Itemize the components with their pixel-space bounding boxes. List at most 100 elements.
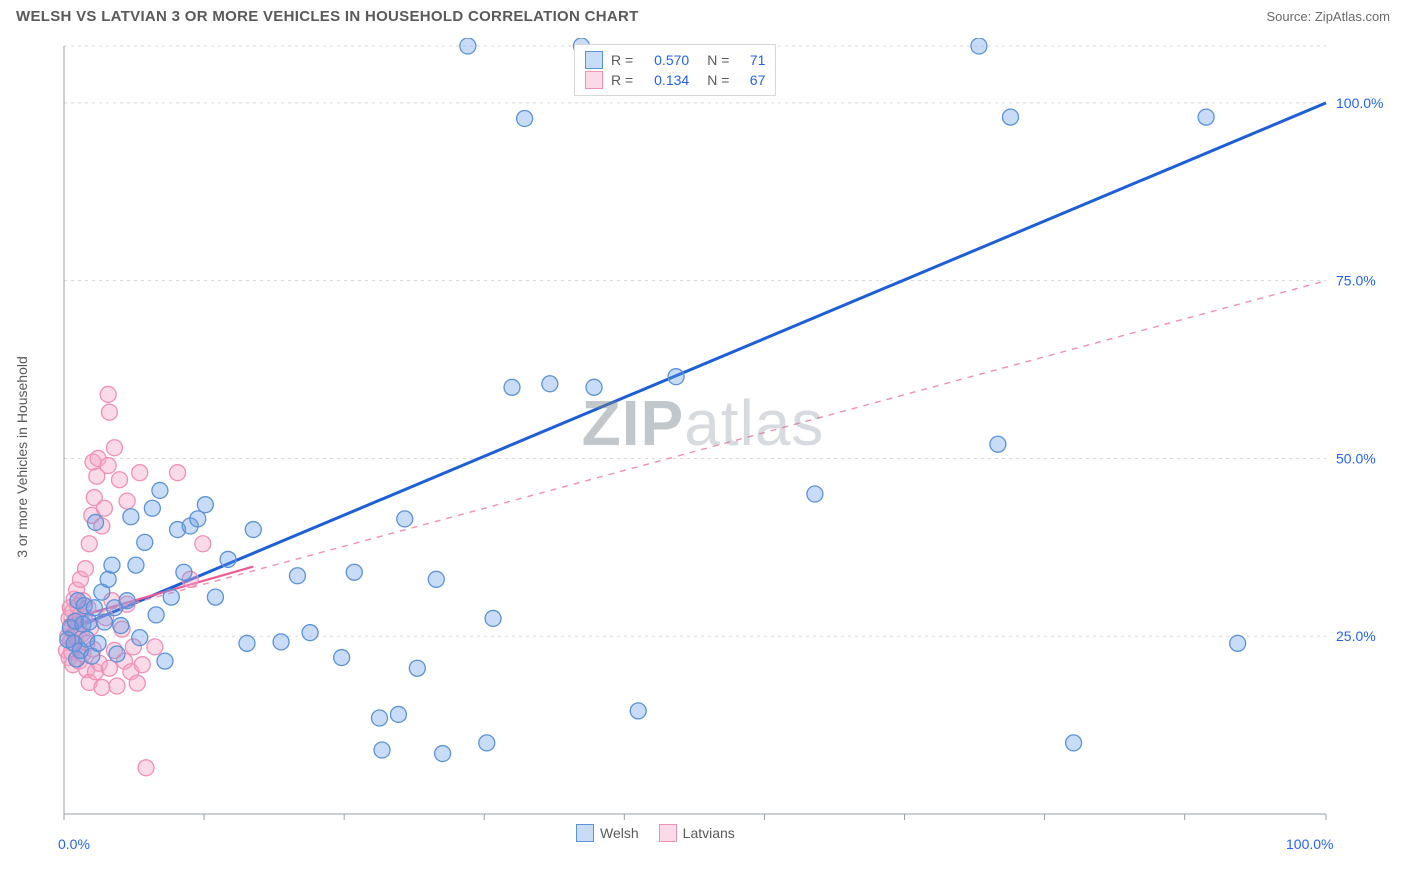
data-point-welsh <box>1198 109 1214 125</box>
legend-n-label: N = <box>707 72 729 88</box>
legend-stat-row: R = 0.134 N = 67 <box>585 70 765 90</box>
trend-line-latvians <box>64 281 1326 622</box>
y-tick-label: 75.0% <box>1336 273 1376 289</box>
data-point-welsh <box>137 534 153 550</box>
data-point-latvians <box>129 675 145 691</box>
data-point-welsh <box>390 706 406 722</box>
data-point-latvians <box>94 679 110 695</box>
legend-n-label: N = <box>707 52 729 68</box>
data-point-welsh <box>273 634 289 650</box>
data-point-welsh <box>346 564 362 580</box>
data-point-welsh <box>372 710 388 726</box>
data-point-welsh <box>245 522 261 538</box>
data-point-latvians <box>195 536 211 552</box>
y-tick-label: 100.0% <box>1336 95 1383 111</box>
chart-area: 3 or more Vehicles in Household 25.0% 50.… <box>16 38 1390 876</box>
data-point-welsh <box>807 486 823 502</box>
legend-n-value: 71 <box>737 52 765 68</box>
data-point-welsh <box>88 514 104 530</box>
legend-swatch <box>585 51 603 69</box>
legend-series-item: Latvians <box>659 824 735 842</box>
data-point-latvians <box>100 458 116 474</box>
y-tick-label: 50.0% <box>1336 450 1376 466</box>
data-point-latvians <box>112 472 128 488</box>
trend-line-welsh <box>64 103 1326 633</box>
chart-source: Source: ZipAtlas.com <box>1266 9 1390 24</box>
data-point-welsh <box>504 379 520 395</box>
y-axis-label: 3 or more Vehicles in Household <box>14 356 30 558</box>
data-point-latvians <box>119 493 135 509</box>
data-point-latvians <box>77 561 93 577</box>
data-point-welsh <box>163 589 179 605</box>
legend-series-label: Welsh <box>600 825 639 841</box>
data-point-welsh <box>207 589 223 605</box>
legend-n-value: 67 <box>737 72 765 88</box>
data-point-welsh <box>239 635 255 651</box>
data-point-latvians <box>132 465 148 481</box>
data-point-welsh <box>542 376 558 392</box>
data-point-welsh <box>409 660 425 676</box>
chart-header: WELSH VS LATVIAN 3 OR MORE VEHICLES IN H… <box>0 0 1406 29</box>
legend-r-label: R = <box>611 52 633 68</box>
data-point-latvians <box>101 404 117 420</box>
data-point-latvians <box>106 440 122 456</box>
data-point-welsh <box>100 571 116 587</box>
data-point-welsh <box>148 607 164 623</box>
data-point-welsh <box>397 511 413 527</box>
data-point-welsh <box>990 436 1006 452</box>
data-point-welsh <box>119 593 135 609</box>
data-point-welsh <box>460 38 476 54</box>
data-point-welsh <box>113 618 129 634</box>
data-point-welsh <box>428 571 444 587</box>
legend-series-label: Latvians <box>683 825 735 841</box>
data-point-latvians <box>96 500 112 516</box>
data-point-welsh <box>104 557 120 573</box>
data-point-latvians <box>138 760 154 776</box>
legend-r-value: 0.134 <box>641 72 689 88</box>
y-tick-label: 25.0% <box>1336 628 1376 644</box>
data-point-latvians <box>101 660 117 676</box>
legend-r-label: R = <box>611 72 633 88</box>
data-point-latvians <box>109 678 125 694</box>
x-axis-min-label: 0.0% <box>58 836 90 852</box>
scatter-svg: 25.0% 50.0% 75.0% 100.0% <box>16 38 1390 876</box>
data-point-latvians <box>170 465 186 481</box>
data-point-welsh <box>109 646 125 662</box>
data-point-welsh <box>220 551 236 567</box>
data-point-welsh <box>132 630 148 646</box>
chart-title: WELSH VS LATVIAN 3 OR MORE VEHICLES IN H… <box>16 8 639 25</box>
data-point-welsh <box>197 497 213 513</box>
data-point-latvians <box>147 639 163 655</box>
data-point-welsh <box>971 38 987 54</box>
x-axis-max-label: 100.0% <box>1286 836 1333 852</box>
data-point-latvians <box>134 657 150 673</box>
legend-stats: R = 0.570 N = 71 R = 0.134 N = 67 <box>574 44 776 96</box>
data-point-welsh <box>586 379 602 395</box>
data-point-welsh <box>630 703 646 719</box>
data-point-welsh <box>128 557 144 573</box>
data-point-welsh <box>123 509 139 525</box>
data-point-welsh <box>289 568 305 584</box>
data-point-welsh <box>1230 635 1246 651</box>
legend-series-item: Welsh <box>576 824 639 842</box>
data-point-welsh <box>435 746 451 762</box>
data-point-welsh <box>86 600 102 616</box>
data-point-welsh <box>517 111 533 127</box>
data-point-welsh <box>1003 109 1019 125</box>
data-point-latvians <box>81 536 97 552</box>
legend-series: Welsh Latvians <box>576 824 735 842</box>
legend-swatch <box>585 71 603 89</box>
legend-r-value: 0.570 <box>641 52 689 68</box>
data-point-welsh <box>374 742 390 758</box>
data-point-welsh <box>334 650 350 666</box>
data-point-welsh <box>190 511 206 527</box>
legend-swatch <box>659 824 677 842</box>
data-point-welsh <box>485 610 501 626</box>
data-point-welsh <box>152 482 168 498</box>
data-point-welsh <box>144 500 160 516</box>
data-point-welsh <box>302 625 318 641</box>
data-point-welsh <box>479 735 495 751</box>
data-point-welsh <box>1066 735 1082 751</box>
data-point-welsh <box>176 564 192 580</box>
data-point-welsh <box>157 653 173 669</box>
